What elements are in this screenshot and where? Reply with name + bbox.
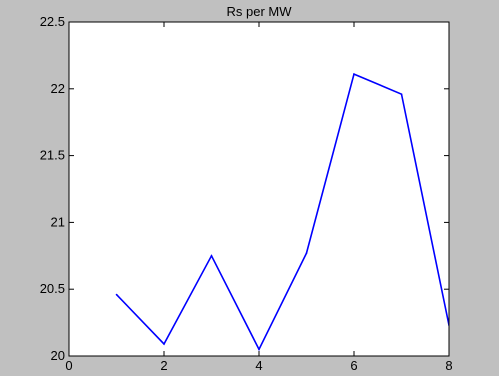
y-axis: 20 20.5 21 21.5 22 22.5 <box>40 14 449 363</box>
y-tick-label: 20 <box>51 348 65 363</box>
x-tick-label: 8 <box>445 358 452 373</box>
data-point <box>115 293 118 296</box>
data-point <box>353 73 355 75</box>
y-tick-label: 22 <box>51 81 65 96</box>
chart-title: Rs per MW <box>227 4 293 19</box>
y-tick-label: 21.5 <box>40 148 65 163</box>
data-point <box>305 252 308 254</box>
x-tick-label: 4 <box>255 358 262 373</box>
series-line-1 <box>115 73 449 352</box>
data-point <box>258 348 260 351</box>
x-tick-label: 0 <box>65 358 72 373</box>
x-axis: 0 2 4 6 8 <box>65 22 453 373</box>
y-tick-label: 20.5 <box>40 281 65 296</box>
x-tick-label: 6 <box>350 358 357 373</box>
plot-area <box>69 22 449 356</box>
data-point <box>400 93 403 95</box>
data-point <box>210 255 213 257</box>
x-tick-label: 2 <box>160 358 167 373</box>
y-tick-label: 22.5 <box>40 14 65 29</box>
data-point <box>163 343 165 345</box>
y-tick-label: 21 <box>51 214 65 229</box>
